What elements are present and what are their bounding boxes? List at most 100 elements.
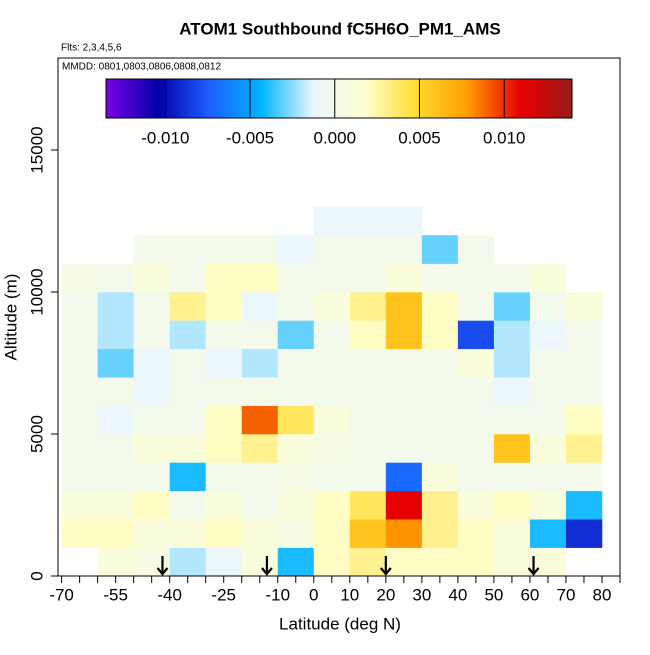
heatmap-cell [457, 263, 495, 293]
heatmap-cell [349, 377, 387, 406]
heatmap-cell [61, 490, 98, 520]
heatmap-cell [97, 490, 134, 520]
heatmap-cell [349, 519, 387, 548]
heatmap-cell [385, 320, 423, 350]
heatmap-cell [205, 434, 243, 463]
heatmap-cell [277, 292, 315, 321]
x-tick-label: 80 [593, 585, 612, 604]
heatmap-cell [457, 348, 495, 378]
heatmap-cell [565, 348, 603, 378]
heatmap-cell [385, 292, 423, 321]
heatmap-cell [385, 519, 423, 548]
heatmap-cell [313, 320, 351, 350]
heatmap-cell [277, 320, 315, 350]
heatmap-cell [205, 263, 243, 293]
colorbar-tick-label: 0.000 [313, 128, 356, 147]
heatmap-cell [97, 547, 134, 577]
heatmap-cell [313, 434, 351, 463]
heatmap-cell [97, 320, 134, 350]
heatmap-cell [133, 462, 170, 492]
heatmap-cell [457, 490, 495, 520]
x-tick-label: 30 [412, 585, 431, 604]
heatmap-cell [529, 462, 567, 492]
x-tick-label: -10 [265, 585, 290, 604]
heatmap-cell [349, 405, 387, 435]
heatmap-cell [205, 519, 243, 548]
y-tick-label: 15000 [27, 126, 46, 173]
marker-arrow [261, 556, 273, 576]
heatmap-cell [169, 263, 207, 293]
colorbar-tick-label: 0.010 [483, 128, 526, 147]
heatmap-cell [205, 462, 243, 492]
heatmap-cell [565, 519, 603, 548]
heatmap-cell [457, 377, 495, 406]
heatmap-cell [169, 292, 207, 321]
heatmap-cell [133, 263, 170, 293]
heatmap-cell [97, 292, 134, 321]
heatmap-cell [565, 405, 603, 435]
y-tick-label: 0 [27, 571, 46, 580]
heatmap-cell [385, 263, 423, 293]
heatmap-cell [241, 235, 279, 264]
heatmap-cell [169, 235, 207, 264]
heatmap-cell [133, 434, 170, 463]
heatmap-cell [421, 490, 459, 520]
heatmap-cell [493, 547, 531, 577]
heatmap-cell [385, 206, 423, 236]
heatmap-cell [349, 434, 387, 463]
heatmap-cell [169, 320, 207, 350]
heatmap-cell [205, 235, 243, 264]
heatmap-cell [169, 490, 207, 520]
heatmap-cell [313, 235, 351, 264]
heatmap-cell [529, 519, 567, 548]
heatmap-cell [349, 320, 387, 350]
heatmap-cell [313, 490, 351, 520]
heatmap-cell [529, 377, 567, 406]
chart-title: ATOM1 Southbound fC5H6O_PM1_AMS [179, 19, 500, 38]
heatmap-cell [241, 292, 279, 321]
heatmap-cell [205, 348, 243, 378]
heatmap-cell [421, 434, 459, 463]
heatmap-cell [385, 547, 423, 577]
x-tick-label: 10 [340, 585, 359, 604]
heatmap-cell [313, 462, 351, 492]
heatmap-cell [277, 462, 315, 492]
heatmap-cell [385, 377, 423, 406]
heatmap-cell [277, 519, 315, 548]
heatmap-cell [349, 263, 387, 293]
heatmap-cell [169, 348, 207, 378]
heatmap-cell [421, 377, 459, 406]
heatmap-cell [205, 405, 243, 435]
heatmap-cell [313, 405, 351, 435]
x-tick-label: 70 [557, 585, 576, 604]
heatmap-cell [493, 320, 531, 350]
heatmap-cell [241, 519, 279, 548]
plot-frame [57, 57, 621, 577]
heatmap-cell [493, 434, 531, 463]
heatmap-cell [565, 490, 603, 520]
heatmap-cell [61, 462, 98, 492]
heatmap-cell [421, 292, 459, 321]
y-axis-label: Altitude (m) [1, 274, 20, 361]
heatmap-cell [241, 434, 279, 463]
heatmap-cell [313, 263, 351, 293]
heatmap-cell [205, 490, 243, 520]
x-tick-label: 0 [309, 585, 318, 604]
annotation: MMDD: 0801,0803,0806,0808,0812 [62, 62, 221, 73]
heatmap-cell [61, 519, 98, 548]
heatmap-cell [241, 348, 279, 378]
heatmap-cell [493, 462, 531, 492]
heatmap-cell [169, 519, 207, 548]
x-tick-label: 20 [376, 585, 395, 604]
heatmap-cell [277, 263, 315, 293]
heatmap-cell [529, 320, 567, 350]
heatmap-cell [421, 547, 459, 577]
heatmap-cell [493, 377, 531, 406]
x-tick-label: -25 [211, 585, 236, 604]
heatmap-cell [565, 292, 603, 321]
heatmap-cell [421, 320, 459, 350]
heatmap-cell [313, 547, 351, 577]
heatmap-cell [457, 320, 495, 350]
y-tick-label: 5000 [27, 415, 46, 453]
heatmap-cell [421, 235, 459, 264]
